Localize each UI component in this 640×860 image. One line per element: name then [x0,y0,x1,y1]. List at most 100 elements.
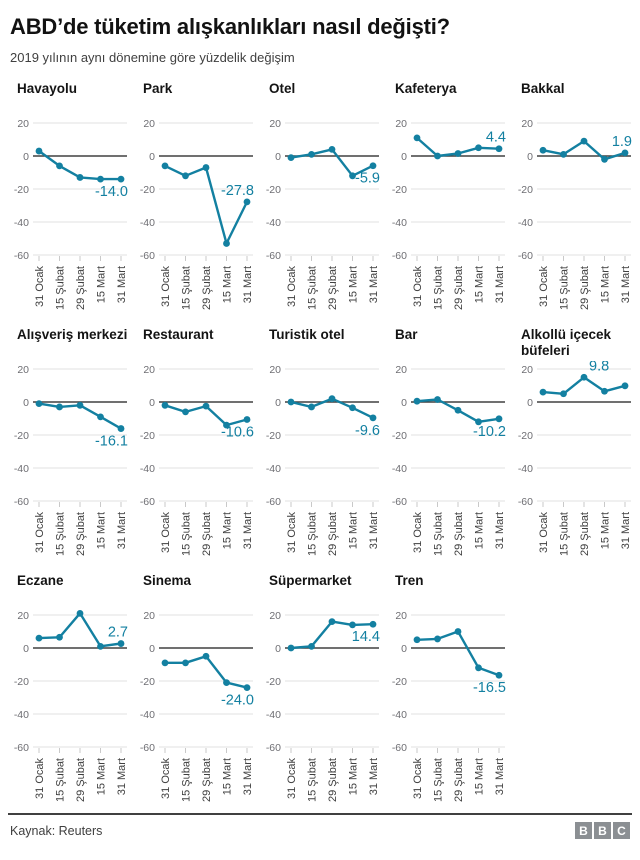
data-point [161,162,169,170]
data-point [328,146,336,153]
x-tick-label: 31 Ocak [160,266,172,307]
x-tick-label: 31 Mart [116,266,128,303]
y-tick-label: -20 [14,184,29,196]
y-tick-label: 20 [17,364,29,376]
data-point [76,610,84,618]
data-point [539,389,547,396]
y-tick-label: 20 [143,364,155,376]
chart-otel: Otel 20 0 -20 -40 -60 31 Ocak 15 Şubat 29 Şubat 1… [257,75,383,321]
trend-line [163,655,249,690]
source-credit: Kaynak: Reuters [10,823,103,838]
x-tick-label: 15 Şubat [181,758,193,802]
y-tick-label: 20 [143,610,155,622]
data-point [434,152,441,160]
y-tick-label: -40 [266,709,281,721]
chart-supermarket: Süpermarket 20 0 -20 -40 -60 31 Ocak 15 Şubat 29… [257,567,383,813]
chart-alisveris-merkezi: Alışveriş merkezi 20 0 -20 -40 -60 31 Ocak 15 Ş… [5,321,131,567]
bbc-logo-block: C [613,822,630,840]
value-label: -16.5 [473,681,506,697]
x-tick-label: 15 Şubat [181,266,193,310]
y-tick-label: -20 [392,676,407,688]
x-tick-label: 29 Şubat [201,758,213,802]
x-tick-label: 29 Şubat [75,266,87,310]
y-tick-label: 0 [23,397,29,409]
data-point [413,134,421,142]
x-tick-label: 15 Şubat [559,266,571,310]
y-tick-label: 0 [527,151,533,163]
y-tick-label: -60 [140,742,155,754]
data-point [35,147,43,155]
value-label: -16.1 [95,434,128,450]
data-point [369,621,377,629]
data-point [161,401,169,409]
chart-title: Bakkal [521,81,565,96]
chart-restaurant: Restaurant 20 0 -20 -40 -60 31 Ocak 15 Şubat 29 … [131,321,257,567]
y-tick-label: -40 [266,463,281,475]
chart-title: Tren [395,573,424,589]
x-tick-label: 15 Mart [474,512,486,549]
y-tick-label: -40 [392,217,407,229]
chart-tren: Tren 20 0 -20 -40 -60 31 Ocak 15 Şubat 29 Şubat 1… [383,567,509,813]
x-tick-label: 15 Şubat [55,512,67,556]
data-point [495,672,503,679]
chart-alkollu-icecek-bufeleri: Alkollü içecek büfeleri 20 0 -20 -40 -60 31 Oc… [509,321,635,567]
y-tick-label: -20 [14,676,29,688]
x-tick-label: 15 Mart [96,512,108,549]
x-tick-label: 31 Ocak [286,512,298,553]
x-tick-label: 15 Mart [474,266,486,303]
line-chart: 20 0 -20 -40 -60 31 Ocak 15 Şubat 29 Şubat 15 Ma… [14,364,128,556]
x-tick-label: 31 Mart [116,512,128,549]
data-point [35,635,43,642]
data-point [560,390,567,398]
chart-title: Otel [269,81,296,96]
data-point [601,155,608,163]
y-tick-label: 20 [17,118,29,130]
data-point [413,636,421,644]
y-tick-label: 0 [149,151,155,163]
y-tick-label: 0 [23,151,29,163]
chart-grid: Havayolu 20 0 -20 -40 -60 31 Ocak 15 Şubat 29 Şu… [0,75,640,813]
y-tick-label: -60 [140,496,155,508]
y-tick-label: 20 [395,610,407,622]
x-tick-label: 31 Mart [494,266,506,303]
data-point [182,659,189,667]
data-point [434,635,441,643]
chart-park: Park 20 0 -20 -40 -60 31 Ocak 15 Şubat 29 Şubat 1… [131,75,257,321]
chart-title: Süpermarket [269,573,352,589]
chart-title: Turistik otel [269,327,345,342]
value-label: -24.0 [221,693,254,709]
y-tick-label: 0 [401,397,407,409]
chart-title: Alışveriş merkezi [17,327,128,342]
data-point [454,628,462,636]
data-point [413,397,421,405]
data-point [287,154,295,162]
x-tick-label: 15 Şubat [433,266,445,310]
value-label: -14.0 [95,184,128,200]
y-tick-label: -20 [14,430,29,442]
chart-title: Eczane [17,573,64,589]
x-tick-label: 15 Şubat [559,512,571,556]
data-point [243,198,251,206]
y-tick-label: 20 [521,364,533,376]
y-tick-label: -20 [518,184,533,196]
x-tick-label: 29 Şubat [453,512,465,556]
x-tick-label: 31 Mart [494,758,506,795]
line-chart: 20 0 -20 -40 -60 31 Ocak 15 Şubat 29 Şubat 15 Ma… [392,118,506,310]
y-tick-label: 0 [275,151,281,163]
y-tick-label: 20 [269,118,281,130]
x-tick-label: 15 Mart [348,512,360,549]
y-tick-label: 0 [275,643,281,655]
data-point [202,653,210,661]
x-tick-label: 31 Mart [368,758,380,795]
x-tick-label: 31 Mart [368,512,380,549]
data-point [328,395,336,403]
x-tick-label: 31 Mart [620,512,632,549]
x-tick-label: 31 Ocak [160,512,172,553]
data-point [97,413,104,421]
y-tick-label: -20 [392,430,407,442]
y-tick-label: -60 [518,496,533,508]
y-tick-label: -60 [266,742,281,754]
y-tick-label: -40 [14,463,29,475]
y-tick-label: 20 [143,118,155,130]
data-point [243,684,251,692]
